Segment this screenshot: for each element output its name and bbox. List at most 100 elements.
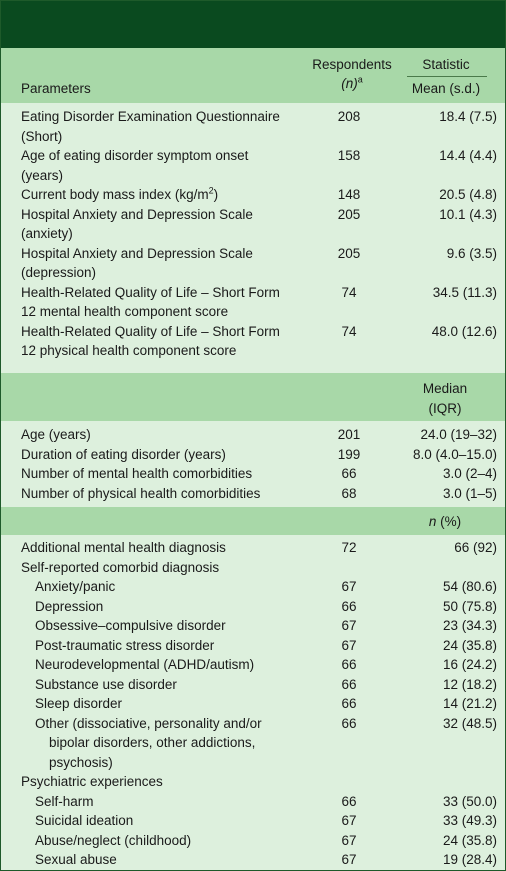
table-row: Age (years) 201 24.0 (19–32) [1,425,505,445]
statistic-cell: 48.0 (12.6) [431,323,497,339]
parameter-cell: Obsessive–compulsive disorder [35,618,226,633]
parameter-cell: Sexual abuse [35,852,117,867]
table-row: Health-Related Quality of Life – Short F… [1,283,505,322]
median-header: Median (IQR) [1,373,505,421]
header-statistic: Statistic [422,57,470,72]
table-row: Substance use disorder 66 12 (18.2) [1,675,505,695]
statistic-cell: 24 (35.8) [442,637,497,653]
respondents-cell: 205 [337,245,361,261]
parameter-cell: Post-traumatic stress disorder [35,637,215,653]
header-respondents: Respondents [312,57,392,72]
respondents-cell: 201 [337,427,361,442]
table-row: Self-reported comorbid diagnosis [1,558,505,578]
respondents-cell: 67 [341,852,357,867]
statistic-cell: 20.5 (4.8) [439,187,497,202]
statistic-cell: 16 (24.2) [442,657,497,672]
statistic-cell: 14.4 (4.4) [439,148,497,163]
parameter-cell: Suicidal ideation [35,813,134,828]
table-row: Additional mental health diagnosis 72 66 (… [1,538,505,558]
table-row: Suicidal ideation 67 33 (49.3) [1,811,505,831]
parameter-cell: Self-reported comorbid diagnosis [21,559,220,575]
section-median: Age (years) 201 24.0 (19–32) Duration of ea… [1,421,505,507]
table-row: Obsessive–compulsive disorder 67 23 (34.3) [1,616,505,636]
table-row: Hospital Anxiety and Depression Scale (de… [1,244,505,283]
table-row: Other (dissociative, personality and/or b… [1,714,505,773]
parameter-cell: Psychiatric experiences [21,774,163,789]
respondents-cell: 67 [341,813,357,828]
statistic-cell: 9.6 (3.5) [446,245,497,261]
respondents-cell: 67 [341,579,357,594]
npct-header: n (%) [1,507,505,535]
statistic-cell: 50 (75.8) [442,598,497,614]
header-mean-sd: Mean (s.d.) [411,81,481,96]
median-label: Median [422,381,468,396]
statistic-cell: 14 (21.2) [442,696,497,711]
parameter-cell: Health-Related Quality of Life – Short F… [21,323,280,359]
parameter-cell: Number of mental health comorbidities [21,466,253,481]
table-row: Depression 66 50 (75.8) [1,597,505,617]
table-title-bar [1,1,505,48]
respondents-cell: 208 [337,109,361,124]
table-row: Neurodevelopmental (ADHD/autism) 66 16 (24… [1,655,505,675]
statistic-cell: 34.5 (11.3) [432,284,497,300]
respondents-cell: 205 [337,206,361,222]
statistic-cell: 18.4 (7.5) [439,109,497,124]
table-row: Duration of eating disorder (years) 199 8.… [1,445,505,465]
statistic-cell: 24.0 (19–32) [420,427,497,442]
parameter-cell: Eating Disorder Examination Questionnair… [21,109,280,144]
iqr-label: (IQR) [428,401,462,416]
respondents-cell: 74 [341,323,357,339]
table-row: Number of physical health comorbidities 6… [1,484,505,504]
respondents-cell: 66 [341,715,357,731]
statistic-cell: 3.0 (2–4) [442,466,497,481]
respondents-cell: 66 [341,598,357,614]
respondents-cell: 66 [341,466,357,481]
respondents-cell: 72 [341,540,357,555]
respondents-cell: 199 [337,446,361,462]
parameter-cell: Substance use disorder [35,676,177,692]
table-row: Abuse/neglect (childhood) 67 24 (35.8) [1,831,505,851]
parameter-cell: Age of eating disorder symptom onset (yea… [21,148,249,183]
table-row: Psychiatric experiences [1,772,505,792]
respondents-cell: 158 [337,148,361,163]
respondents-cell: 66 [341,676,357,692]
respondents-cell: 74 [341,284,357,300]
respondents-cell: 66 [341,696,357,711]
parameter-cell: Self-harm [35,793,94,809]
respondents-cell: 148 [337,187,361,202]
parameter-cell: Neurodevelopmental (ADHD/autism) [35,657,255,672]
section-mean: Eating Disorder Examination Questionnair… [1,103,505,373]
section-npct: Additional mental health diagnosis 72 66 (… [1,535,505,870]
statistic-cell: 23 (34.3) [442,618,497,633]
table-row: Hospital Anxiety and Depression Scale (an… [1,205,505,244]
parameter-cell: Anxiety/panic [35,579,116,594]
statistic-cell: 33 (49.3) [442,813,497,828]
statistic-cell: 12 (18.2) [442,676,497,692]
parameter-cell: Other (dissociative, personality and/or b… [35,715,262,770]
parameter-cell: Abuse/neglect (childhood) [35,832,192,848]
parameter-cell: Health-Related Quality of Life – Short F… [21,284,280,320]
table-row: Eating Disorder Examination Questionnair… [1,107,505,146]
respondents-cell: 67 [341,618,357,633]
header-rule [407,76,487,77]
parameter-cell: Additional mental health diagnosis [21,540,226,555]
statistic-cell: 54 (80.6) [442,579,497,594]
parameter-cell: Number of physical health comorbidities [21,485,261,501]
parameter-cell: Sleep disorder [35,696,123,711]
respondents-cell: 66 [341,793,357,809]
respondents-cell: 67 [341,637,357,653]
table-row: Post-traumatic stress disorder 67 24 (35.8… [1,636,505,656]
statistic-cell: 19 (28.4) [442,852,497,867]
parameter-cell: Current body mass index (kg/m2) [21,185,219,202]
table-row: Current body mass index (kg/m2) 148 20.5 (… [1,185,505,205]
statistic-cell: 8.0 (4.0–15.0) [412,446,497,462]
header-respondents-n: (n)a [341,74,363,91]
statistic-cell: 24 (35.8) [442,832,497,848]
table-row: Age of eating disorder symptom onset (yea… [1,146,505,185]
table-row: Sleep disorder 66 14 (21.2) [1,694,505,714]
parameter-cell: Hospital Anxiety and Depression Scale (de… [21,245,253,281]
table-header: Parameters Respondents (n)a Statistic Me… [1,48,505,103]
table-row: Number of mental health comorbidities 66 3… [1,464,505,484]
table-row: Self-harm 66 33 (50.0) [1,792,505,812]
